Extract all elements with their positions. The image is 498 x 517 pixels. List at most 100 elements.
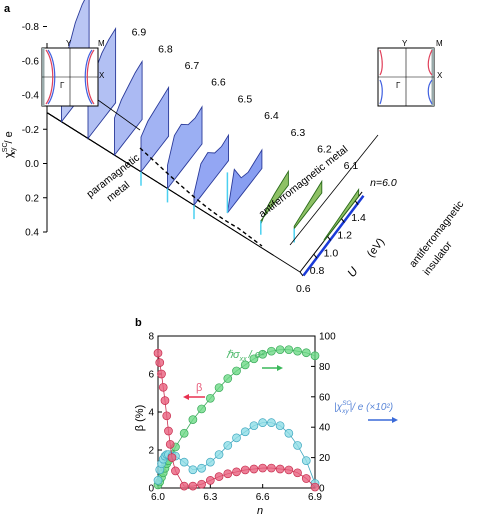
x-tick-label: 6.6 (256, 492, 270, 503)
n-label: n=6.0 (370, 177, 397, 189)
legend-chi-arrowhead (392, 417, 398, 423)
y-right-tick-label: 80 (319, 362, 331, 373)
beta-point (155, 358, 165, 367)
sigma-point (232, 366, 241, 376)
sigma-point (267, 346, 276, 356)
panel-a-n-labels: n=6.0 6.1 6.2 6.3 6.4 6.5 6.6 6.7 6.8 6.9 (132, 27, 397, 189)
panel-b-left-axis-label: β (%) (134, 405, 146, 432)
surface-n-6.2 (260, 169, 289, 225)
u-tick-label: 0.8 (310, 265, 325, 277)
n-label: 6.8 (158, 43, 173, 55)
surface-n-6.6 (140, 85, 170, 174)
y-left-tick-label: 8 (148, 332, 154, 343)
beta-point (293, 468, 302, 478)
svg-text:Γ: Γ (396, 81, 401, 90)
chi-point (232, 433, 241, 443)
y-tick-label: 0.0 (25, 159, 39, 170)
y-tick-label: -0.6 (22, 56, 40, 67)
beta-point (165, 439, 175, 449)
n-label: 6.5 (238, 93, 253, 105)
u-tick (354, 200, 359, 206)
y-left-tick-label: 6 (148, 370, 154, 381)
svg-text:X: X (99, 71, 105, 80)
panel-a-y-axis-label: χSCxy/ e (2, 131, 17, 158)
chi-point (249, 421, 259, 431)
beta-point (223, 469, 233, 479)
beta-point (301, 474, 311, 483)
n-label: 6.4 (264, 110, 279, 122)
u-tick (299, 271, 304, 277)
inset-left-fermi-surface: Y M X Γ (41, 39, 105, 107)
beta-point (310, 482, 320, 492)
y-tick-label: 0.2 (25, 193, 39, 204)
sigma-point (205, 393, 215, 403)
beta-point (205, 476, 215, 485)
beta-point (160, 396, 170, 405)
y-tick-label: -0.2 (22, 125, 40, 136)
y-left-tick-label: 2 (148, 446, 154, 457)
inset-right-fermi-surface: Y M X Γ (377, 39, 443, 107)
beta-point (179, 481, 189, 491)
sigma-point (249, 354, 259, 364)
beta-point (162, 411, 172, 421)
u-tick-label: 1.2 (337, 230, 352, 242)
y-tick-label: -0.4 (22, 91, 40, 102)
panel-a-y-axis: -0.8 -0.6 -0.4 -0.2 0.0 0.2 0.4 (22, 22, 48, 239)
chi-point (188, 465, 198, 475)
n-label: 6.9 (132, 27, 147, 39)
legend-sigma-arrowhead (277, 365, 283, 371)
u-tick (313, 253, 318, 259)
chi-point (153, 476, 163, 485)
inset-right-leader (289, 134, 379, 246)
sigma-point (293, 346, 302, 356)
legend-chi: |χSC xy|/ e (×10²) (334, 400, 393, 415)
phase-boundary-dashed (139, 147, 263, 247)
panel-a-u-axis-unit: (eV) (365, 236, 387, 260)
sigma-point (275, 345, 285, 355)
surface-n-6.1 (293, 179, 323, 230)
surface-n-6.5 (167, 105, 203, 190)
panel-a-u-axis: 0.6 0.8 1.0 1.2 1.4 (296, 200, 366, 295)
insulator-line (302, 195, 365, 277)
sigma-point (310, 351, 320, 361)
svg-text:Y: Y (66, 39, 72, 48)
y-tick-label: 0.4 (25, 228, 39, 239)
n-label: 6.7 (185, 60, 200, 72)
n-label: 6.1 (344, 160, 359, 172)
beta-point (275, 464, 285, 474)
chi-point (214, 450, 224, 459)
beta-point (284, 465, 294, 475)
floor-rail (46, 112, 62, 123)
svg-text:Γ: Γ (60, 81, 65, 90)
sigma-point (284, 345, 294, 355)
u-tick-label: 1.0 (324, 247, 339, 259)
surface-n-6.3 (226, 148, 263, 214)
u-tick-label: 0.6 (296, 283, 311, 295)
beta-point (240, 465, 250, 475)
y-right-tick-label: 40 (319, 423, 331, 434)
legend-beta: β (196, 382, 202, 394)
y-left-tick-label: 0 (148, 484, 154, 495)
n-label: 6.3 (291, 127, 306, 139)
n-label: 6.6 (211, 77, 226, 89)
chi-point (197, 463, 206, 473)
y-right-tick-label: 0 (319, 484, 325, 495)
chi-point (301, 456, 311, 465)
beta-point (267, 463, 276, 473)
sigma-point (223, 374, 233, 383)
beta-point (167, 453, 177, 462)
inset-left-leader (97, 99, 141, 131)
x-tick-label: 6.9 (308, 492, 322, 503)
beta-point (232, 467, 241, 477)
y-tick-label: -0.8 (22, 22, 40, 33)
panel-b-label: b (135, 317, 142, 329)
x-tick-label: 6.3 (203, 492, 217, 503)
u-tick-label: 1.4 (351, 212, 366, 224)
sigma-point (240, 360, 250, 370)
surface-n-6.8 (87, 26, 117, 140)
beta-point (164, 426, 173, 436)
chi-point (284, 428, 294, 438)
chi-point (258, 418, 268, 427)
